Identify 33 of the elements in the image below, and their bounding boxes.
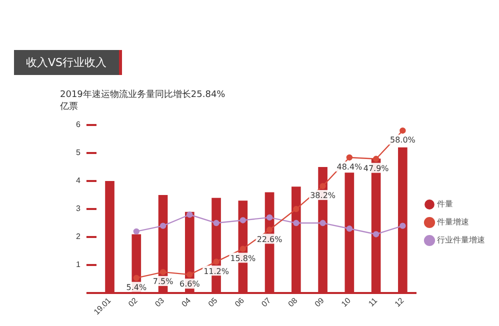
data-label: 7.5%: [152, 277, 174, 286]
y-tick-label: 3: [76, 204, 81, 214]
x-tick-label: 07: [260, 296, 273, 309]
y-tick-label: 1: [76, 260, 81, 270]
legend-label: 件量增速: [437, 218, 469, 227]
y-tick-label: 4: [76, 176, 81, 186]
x-tick-label: 11: [366, 296, 380, 308]
data-label: 5.4%: [126, 283, 147, 292]
x-tick-label: 03: [153, 296, 166, 309]
data-label: 38.2%: [310, 191, 336, 200]
legend-label: 行业件量增速: [437, 236, 485, 245]
chart-subtitle: 2019年速运物流业务量同比增长25.84%: [60, 88, 226, 101]
data-label: 6.6%: [179, 280, 200, 289]
data-label: 48.4%: [336, 162, 363, 172]
x-tick-label: 05: [206, 296, 220, 309]
data-label: 58.0%: [390, 136, 416, 145]
data-label: 22.6%: [256, 234, 283, 244]
chart-title: 收入VS行业收入: [14, 50, 122, 75]
x-tick-label: 09: [313, 296, 326, 309]
x-tick-label: 12: [392, 296, 406, 309]
y-tick-label: 5: [76, 148, 81, 158]
y-axis-title: 亿票: [60, 101, 78, 113]
x-tick-label: 06: [233, 296, 246, 309]
data-label: 11.2%: [204, 266, 230, 276]
x-tick-label: 08: [286, 296, 300, 309]
x-tick-label: 10: [340, 296, 353, 309]
x-tick-label: 02: [126, 296, 140, 309]
y-tick-label: 6: [76, 120, 81, 130]
x-tick-label: 04: [180, 296, 194, 309]
y-tick-label: 2: [76, 232, 81, 242]
data-label: 15.8%: [230, 254, 256, 263]
legend-label: 件量: [437, 200, 453, 209]
data-label: 47.9%: [363, 164, 390, 173]
